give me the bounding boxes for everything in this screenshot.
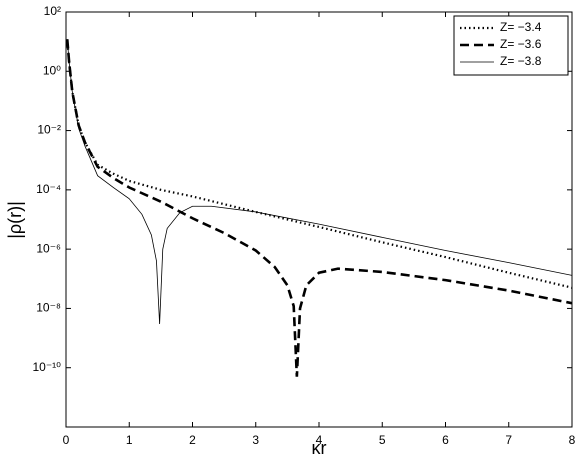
- data-line: [66, 39, 572, 377]
- x-tick-label: 3: [252, 433, 259, 447]
- x-tick-label: 4: [316, 433, 323, 447]
- x-tick-label: 5: [379, 433, 386, 447]
- y-tick-label: 10⁰: [43, 63, 61, 77]
- y-tick-label: 10⁻⁶: [36, 241, 61, 255]
- x-tick-label: 6: [442, 433, 449, 447]
- x-tick-label: 1: [126, 433, 133, 447]
- x-tick-label: 7: [505, 433, 512, 447]
- legend-label: Z= −3.4: [500, 20, 542, 34]
- x-tick-label: 0: [63, 433, 70, 447]
- legend-label: Z= −3.8: [500, 54, 542, 68]
- data-line: [66, 39, 572, 289]
- x-tick-label: 8: [569, 433, 576, 447]
- x-axis-label: κr: [312, 438, 327, 458]
- y-tick-label: 10⁻¹⁰: [33, 360, 62, 374]
- y-tick-label: 10⁻⁴: [36, 182, 61, 196]
- y-tick-label: 10⁻⁸: [36, 301, 61, 315]
- y-axis-label: |ρ(r)|: [5, 201, 25, 239]
- data-line: [66, 39, 572, 324]
- y-tick-label: 10²: [44, 4, 61, 18]
- legend-label: Z= −3.6: [500, 37, 542, 51]
- y-tick-label: 10⁻²: [37, 123, 61, 137]
- legend-box: [453, 15, 569, 76]
- x-tick-label: 2: [189, 433, 196, 447]
